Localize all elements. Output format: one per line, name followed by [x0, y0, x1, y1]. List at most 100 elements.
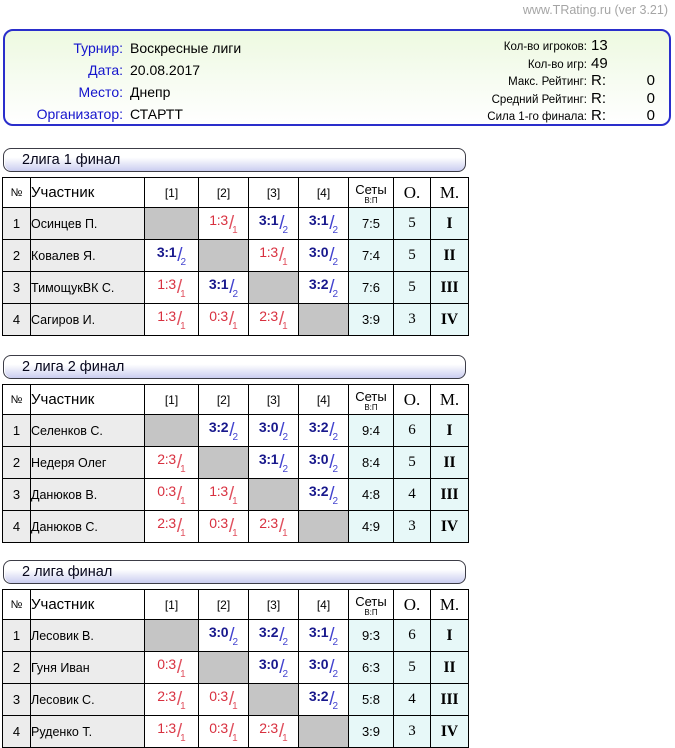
- match-result-cell: 2:3/1: [248, 715, 299, 748]
- match-score: 3:1: [258, 450, 279, 467]
- match-score: 3:2: [208, 418, 229, 435]
- row-number: 2: [2, 239, 31, 272]
- site-credit-link[interactable]: www.TRating.ru (ver 3.21): [522, 3, 668, 17]
- league-title-bar: 2лига 1 финал: [3, 148, 466, 172]
- participant-name: Данюков В.: [30, 478, 145, 511]
- match-result-cell: 1:3/1: [144, 303, 199, 336]
- score-slash: /: [279, 419, 285, 441]
- match-points: 2: [332, 224, 339, 236]
- stat-label: Сила 1-го финала:: [487, 111, 587, 123]
- sets-ratio: 5:8: [348, 683, 394, 716]
- match-win-score: 3:1/2: [309, 624, 338, 648]
- row-number: 4: [2, 510, 31, 543]
- match-score: 0:3: [157, 482, 176, 499]
- match-points: 1: [232, 224, 238, 236]
- info-field-value: Днепр: [130, 84, 171, 100]
- table-row: 3 Данюков В. 0:3/1 1:3/1 3:2/2 4:8 4 III: [2, 478, 469, 511]
- league-title: 2 лига 2 финал: [22, 359, 125, 375]
- stat-r-prefix: R:: [591, 89, 606, 107]
- score-slash: /: [329, 451, 335, 473]
- place-roman: I: [430, 619, 469, 652]
- col-participant: Участник: [30, 589, 145, 620]
- score-slash: /: [228, 720, 235, 742]
- match-result-cell: 3:2/2: [248, 619, 299, 652]
- score-slash: /: [229, 419, 235, 441]
- table-body: 1 Осинцев П. 1:3/1 3:1/2 3:1/2 7:5 5 I 2 Ковалев …: [2, 207, 469, 336]
- match-score: 1:3: [157, 307, 176, 324]
- points-total: 5: [393, 446, 431, 479]
- points-total: 5: [393, 207, 431, 240]
- match-score: 0:3: [209, 719, 228, 736]
- place-roman: II: [430, 239, 469, 272]
- match-points: 1: [180, 732, 186, 744]
- col-participant: Участник: [30, 384, 145, 415]
- row-number: 3: [2, 683, 31, 716]
- match-score: 3:2: [308, 482, 329, 499]
- stat-label: Средний Рейтинг:: [491, 93, 587, 106]
- league-section-1: 2лига 1 финал № Участник [1] [2] [3] [4]…: [2, 148, 469, 336]
- table-row: 4 Сагиров И. 1:3/1 0:3/1 2:3/1 3:9 3 IV: [2, 303, 469, 336]
- match-score: 3:1: [308, 211, 329, 228]
- match-points: 1: [282, 732, 288, 744]
- match-points: 1: [180, 495, 186, 507]
- stat-value: 0: [646, 72, 655, 89]
- col-place: М.: [430, 177, 469, 208]
- table-row: 2 Ковалев Я. 3:1/2 1:3/1 3:0/2 7:4 5 II: [2, 239, 469, 272]
- info-field-label: Организатор:: [36, 106, 123, 122]
- match-result-cell: 2:3/1: [248, 510, 299, 543]
- match-result-cell: 3:2/2: [298, 478, 349, 511]
- col-sets: Сеты В:П: [348, 177, 394, 208]
- col-number: №: [2, 177, 31, 208]
- col-number: №: [2, 589, 31, 620]
- match-points: 2: [282, 224, 289, 236]
- match-points: 1: [232, 732, 238, 744]
- match-loss-score: 1:3/1: [209, 211, 237, 236]
- place-roman: III: [430, 478, 469, 511]
- score-slash: /: [329, 419, 335, 441]
- col-round-4: [4]: [298, 177, 349, 208]
- match-score: 1:3: [209, 211, 228, 228]
- table-row: 2 Недеря Олег 2:3/1 3:1/2 3:0/2 8:4 5 II: [2, 446, 469, 479]
- match-result-cell: 3:0/2: [298, 239, 349, 272]
- match-score: 3:0: [308, 243, 329, 260]
- match-result-cell: 3:1/2: [248, 207, 299, 240]
- match-win-score: 3:2/2: [259, 624, 288, 648]
- sets-ratio: 9:3: [348, 619, 394, 652]
- table-row: 2 Гуня Иван 0:3/1 3:0/2 3:0/2 6:3 5 II: [2, 651, 469, 684]
- match-result-cell: 0:3/1: [144, 651, 199, 684]
- match-points: 2: [232, 636, 239, 648]
- match-result-cell: 3:2/2: [298, 271, 349, 304]
- match-score: 0:3: [209, 514, 228, 531]
- diagonal-cell: [248, 271, 299, 304]
- stat-value: 0: [646, 89, 655, 107]
- diagonal-cell: [198, 446, 249, 479]
- match-result-cell: 3:2/2: [298, 414, 349, 447]
- match-score: 3:0: [208, 623, 229, 640]
- match-score: 3:2: [308, 687, 329, 704]
- match-result-cell: 3:2/2: [198, 414, 249, 447]
- match-result-cell: 3:0/2: [198, 619, 249, 652]
- row-number: 4: [2, 715, 31, 748]
- match-score: 2:3: [157, 450, 176, 467]
- match-win-score: 3:0/2: [309, 451, 338, 475]
- match-points: 1: [282, 527, 288, 539]
- match-loss-score: 1:3/1: [157, 307, 185, 332]
- match-points: 1: [180, 527, 186, 539]
- match-win-score: 3:1/2: [308, 211, 338, 236]
- header-row: № Участник [1] [2] [3] [4] Сеты В:П О. М.: [2, 177, 469, 208]
- match-points: 1: [232, 495, 238, 507]
- score-slash: /: [279, 451, 285, 473]
- match-result-cell: 0:3/1: [198, 510, 249, 543]
- participant-name: Недеря Олег: [30, 446, 145, 479]
- points-total: 5: [393, 651, 431, 684]
- match-score: 0:3: [209, 307, 228, 324]
- place-roman: IV: [430, 303, 469, 336]
- score-slash: /: [329, 276, 335, 298]
- match-loss-score: 0:3/1: [157, 656, 185, 680]
- participant-name: Сагиров И.: [30, 303, 145, 336]
- points-total: 3: [393, 510, 431, 543]
- sets-ratio: 4:9: [348, 510, 394, 543]
- diagonal-cell: [298, 303, 349, 336]
- match-points: 1: [180, 288, 186, 300]
- score-slash: /: [278, 720, 285, 742]
